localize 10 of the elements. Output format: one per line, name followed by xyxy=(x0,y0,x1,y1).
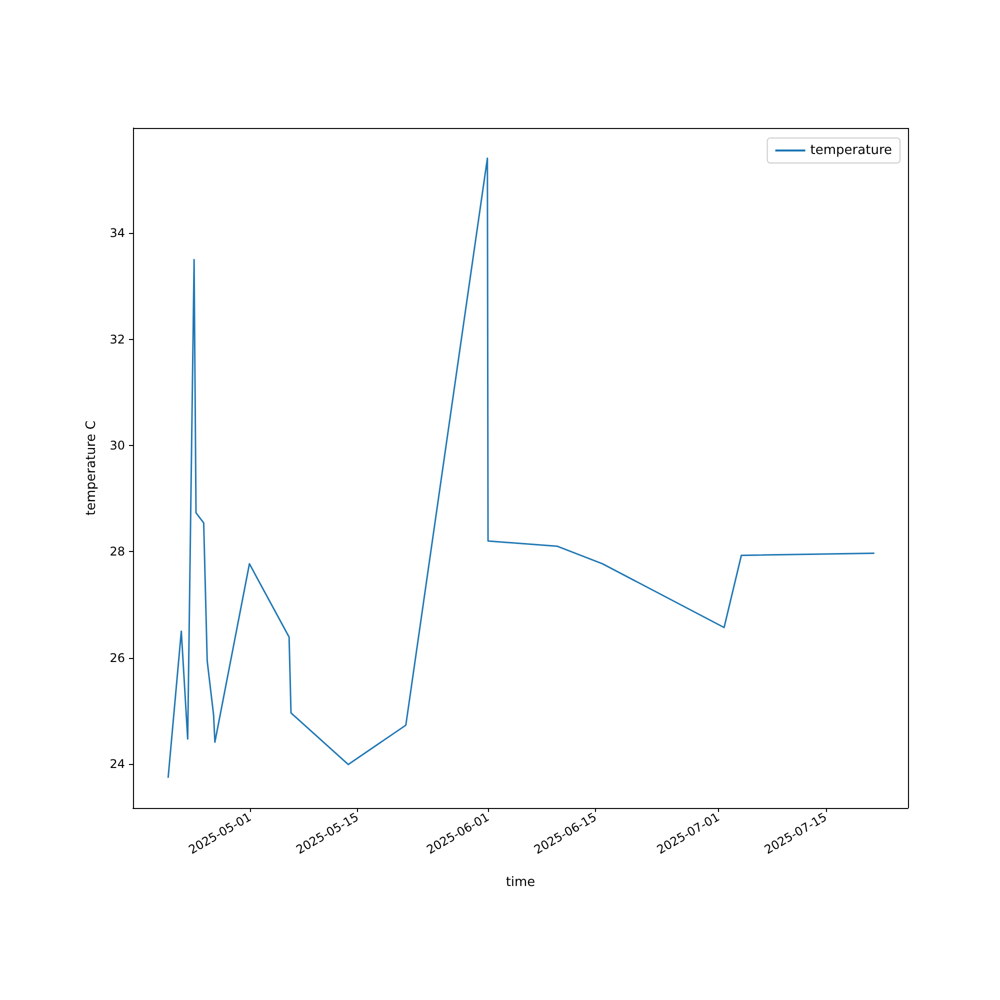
x-axis-title: time xyxy=(506,875,536,890)
y-tick-label: 26 xyxy=(110,650,125,665)
y-tick-label: 30 xyxy=(110,438,125,452)
y-tick-label: 32 xyxy=(110,332,125,346)
y-tick-label: 24 xyxy=(110,756,125,771)
line-series xyxy=(167,158,875,778)
y-axis-title: temperature C xyxy=(84,420,99,516)
y-tick-label: 28 xyxy=(110,544,125,559)
y-tick-label: 34 xyxy=(110,226,125,240)
legend-label: temperature xyxy=(810,143,892,158)
